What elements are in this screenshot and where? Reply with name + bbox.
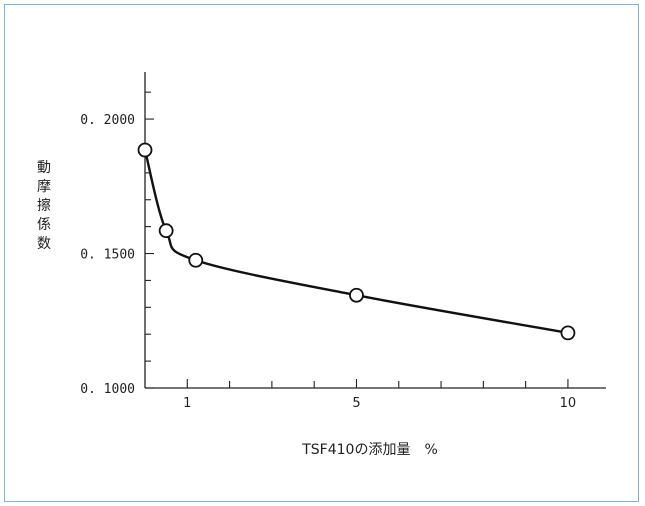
y-tick-label: 0. 1000 — [80, 382, 135, 397]
ticks: 0. 2000 0. 1500 0. 1000 1 5 10 — [80, 91, 577, 411]
x-axis-label: TSF410の添加量 % — [301, 442, 438, 458]
x-tick-label: 1 — [183, 396, 191, 411]
data-point — [158, 223, 174, 239]
y-tick-label: 0. 1500 — [80, 248, 135, 263]
y-tick-label: 0. 2000 — [80, 113, 135, 128]
curve-layer — [143, 149, 569, 335]
data-point — [137, 142, 153, 158]
y-axis-label: 動摩擦係数 — [37, 160, 51, 252]
data-point — [349, 287, 364, 303]
data-point — [188, 252, 204, 268]
x-tick-label: 10 — [560, 396, 577, 411]
data-point — [560, 325, 576, 341]
axes — [144, 72, 606, 389]
data-points — [137, 142, 576, 341]
series-line — [143, 149, 569, 335]
chart-frame — [4, 4, 639, 502]
x-tick-label: 5 — [352, 396, 360, 411]
